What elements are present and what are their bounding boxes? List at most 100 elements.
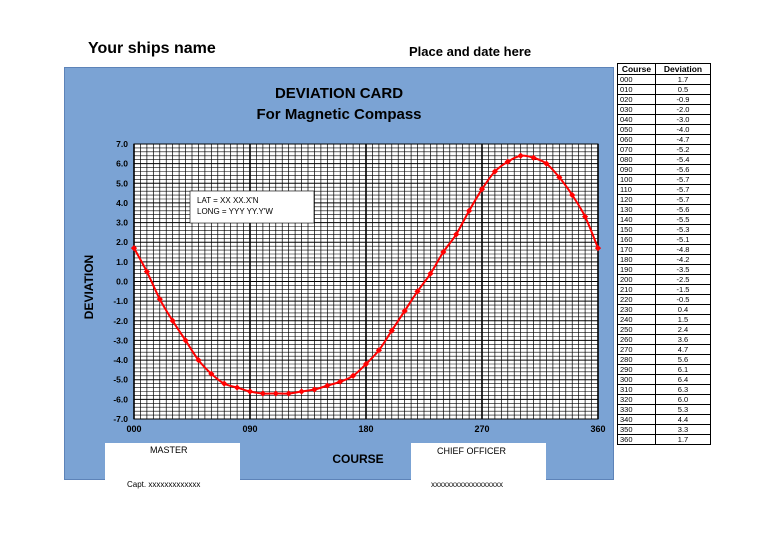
table-row: 030 -2.0 <box>617 104 711 115</box>
course-cell: 130 <box>617 204 656 215</box>
deviation-cell: -5.7 <box>655 194 711 205</box>
deviation-cell: 5.3 <box>655 404 711 415</box>
x-tick-label: 090 <box>242 424 257 434</box>
table-row: 280 5.6 <box>617 354 711 365</box>
course-cell: 120 <box>617 194 656 205</box>
master-value: Capt. xxxxxxxxxxxxx <box>127 480 201 489</box>
y-tick-label: 0.0 <box>116 277 128 287</box>
deviation-cell: -5.5 <box>655 214 711 225</box>
chief-officer-signature-box <box>411 443 546 480</box>
y-tick-label: 7.0 <box>116 139 128 149</box>
y-tick-label: 3.0 <box>116 218 128 228</box>
course-cell: 310 <box>617 384 656 395</box>
y-tick-label: -1.0 <box>113 296 128 306</box>
course-cell: 040 <box>617 114 656 125</box>
course-header: Course <box>617 63 656 75</box>
deviation-table: Course Deviation 000 1.7 010 0.5 020 -0.9 030-… <box>617 63 711 445</box>
course-cell: 260 <box>617 334 656 345</box>
y-tick-label: -7.0 <box>113 414 128 424</box>
table-row: 160 -5.1 <box>617 234 711 245</box>
deviation-cell: -5.6 <box>655 164 711 175</box>
table-row: 290 6.1 <box>617 364 711 375</box>
deviation-cell: 6.0 <box>655 394 711 405</box>
course-cell: 110 <box>617 184 656 195</box>
course-cell: 190 <box>617 264 656 275</box>
master-label: MASTER <box>150 445 188 455</box>
table-row: 040 -3.0 <box>617 114 711 125</box>
table-row: 080 -5.4 <box>617 154 711 165</box>
x-tick-label: 000 <box>126 424 141 434</box>
y-tick-label: 2.0 <box>116 237 128 247</box>
deviation-cell: 1.7 <box>655 74 711 85</box>
card-title: DEVIATION CARD <box>274 85 404 102</box>
deviation-cell: -5.7 <box>655 174 711 185</box>
course-cell: 330 <box>617 404 656 415</box>
table-header-row: Course Deviation <box>617 63 711 75</box>
x-tick-label: 270 <box>474 424 489 434</box>
course-cell: 230 <box>617 304 656 315</box>
data-point <box>465 207 473 214</box>
course-cell: 350 <box>617 424 656 435</box>
table-row: 170 -4.8 <box>617 244 711 255</box>
deviation-cell: -0.5 <box>655 294 711 305</box>
deviation-cell: -0.9 <box>655 94 711 105</box>
table-row: 340 4.4 <box>617 414 711 425</box>
data-point <box>440 248 447 256</box>
deviation-cell: -2.5 <box>655 274 711 285</box>
data-point <box>388 327 395 334</box>
course-cell: 070 <box>617 144 656 155</box>
course-cell: 360 <box>617 434 656 445</box>
course-cell: 060 <box>617 134 656 145</box>
course-cell: 340 <box>617 414 656 425</box>
table-row: 180 -4.2 <box>617 254 711 265</box>
table-row: 250 2.4 <box>617 324 711 335</box>
table-row: 090 -5.6 <box>617 164 711 175</box>
table-row: 350 3.3 <box>617 424 711 435</box>
deviation-cell: -5.3 <box>655 224 711 235</box>
course-cell: 170 <box>617 244 656 255</box>
table-row: 110 -5.7 <box>617 184 711 195</box>
x-tick-label: 180 <box>358 424 373 434</box>
deviation-cell: -4.2 <box>655 254 711 265</box>
deviation-cell: -2.0 <box>655 104 711 115</box>
deviation-cell: 5.6 <box>655 354 711 365</box>
table-row: 140 -5.5 <box>617 214 711 225</box>
y-tick-label: -4.0 <box>113 355 128 365</box>
course-cell: 250 <box>617 324 656 335</box>
course-cell: 300 <box>617 374 656 385</box>
course-cell: 150 <box>617 224 656 235</box>
table-row: 050 -4.0 <box>617 124 711 135</box>
y-tick-label: -2.0 <box>113 316 128 326</box>
table-row: 120 -5.7 <box>617 194 711 205</box>
y-tick-label: 6.0 <box>116 159 128 169</box>
table-row: 060 -4.7 <box>617 134 711 145</box>
table-row: 360 1.7 <box>617 434 711 445</box>
deviation-cell: -5.6 <box>655 204 711 215</box>
chief-officer-value: xxxxxxxxxxxxxxxxxx <box>431 480 503 489</box>
table-row: 130 -5.6 <box>617 204 711 215</box>
course-cell: 080 <box>617 154 656 165</box>
long-text: LONG = YYY YY.Y'W <box>197 207 273 216</box>
table-row: 310 6.3 <box>617 384 711 395</box>
data-point <box>375 347 383 354</box>
course-cell: 290 <box>617 364 656 375</box>
y-tick-label: 4.0 <box>116 198 128 208</box>
deviation-cell: -3.5 <box>655 264 711 275</box>
table-row: 320 6.0 <box>617 394 711 405</box>
y-tick-label: -3.0 <box>113 335 128 345</box>
course-cell: 160 <box>617 234 656 245</box>
data-point <box>362 360 370 368</box>
data-point <box>221 380 228 387</box>
deviation-cell: -5.1 <box>655 234 711 245</box>
course-cell: 000 <box>617 74 656 85</box>
course-cell: 100 <box>617 174 656 185</box>
table-row: 240 1.5 <box>617 314 711 325</box>
table-row: 210 -1.5 <box>617 284 711 295</box>
table-row: 150 -5.3 <box>617 224 711 235</box>
course-cell: 210 <box>617 284 656 295</box>
course-cell: 030 <box>617 104 656 115</box>
data-point <box>349 372 357 379</box>
deviation-cell: -4.7 <box>655 134 711 145</box>
deviation-chart: 7.0 6.0 5.0 4.0 3.0 2.0 1.0 0.0 -1.0 -2.0 -3.0 -4.0… <box>82 139 606 466</box>
deviation-cell: 6.3 <box>655 384 711 395</box>
